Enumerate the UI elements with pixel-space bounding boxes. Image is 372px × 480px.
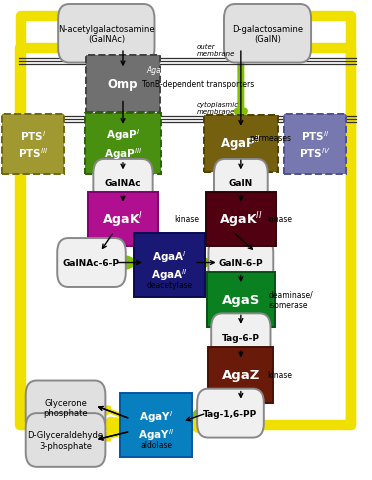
Text: D-galactosamine
(GalN): D-galactosamine (GalN): [232, 24, 303, 44]
FancyBboxPatch shape: [211, 314, 270, 362]
FancyBboxPatch shape: [86, 56, 160, 113]
Text: cytoplasmic
membrane: cytoplasmic membrane: [197, 102, 239, 115]
Text: PTS$^I$
PTS$^{III}$: PTS$^I$ PTS$^{III}$: [18, 129, 49, 159]
FancyBboxPatch shape: [197, 389, 264, 438]
Text: AgaY$^I$
AgaY$^{II}$: AgaY$^I$ AgaY$^{II}$: [138, 408, 174, 442]
FancyBboxPatch shape: [208, 347, 273, 403]
FancyBboxPatch shape: [88, 192, 158, 247]
Text: Omp: Omp: [108, 78, 138, 91]
FancyBboxPatch shape: [206, 192, 276, 247]
FancyBboxPatch shape: [214, 159, 268, 207]
Text: AgaA$^I$
AgaA$^{II}$: AgaA$^I$ AgaA$^{II}$: [151, 249, 187, 282]
Text: AgaS: AgaS: [222, 293, 260, 306]
Text: deaminase/
isomerase: deaminase/ isomerase: [268, 290, 313, 310]
Text: aldolase: aldolase: [140, 440, 172, 449]
FancyBboxPatch shape: [26, 381, 105, 434]
Text: Tag-6-P: Tag-6-P: [222, 334, 260, 343]
Text: Glycerone
phosphate: Glycerone phosphate: [43, 398, 88, 417]
Text: GalN: GalN: [229, 179, 253, 188]
Text: kinase: kinase: [174, 215, 199, 224]
Text: PTS$^{II}$
PTS$^{IV}$: PTS$^{II}$ PTS$^{IV}$: [299, 129, 331, 159]
Text: GalNAc: GalNAc: [105, 179, 141, 188]
Text: AgaZ: AgaZ: [222, 369, 260, 382]
Text: GalN-6-P: GalN-6-P: [218, 259, 263, 267]
Text: permeases: permeases: [249, 134, 291, 143]
Text: deacetylase: deacetylase: [146, 280, 192, 289]
FancyBboxPatch shape: [26, 413, 105, 467]
Text: outer
membrane: outer membrane: [197, 44, 235, 57]
Text: N-acetylgalactosamine
(GalNAc): N-acetylgalactosamine (GalNAc): [58, 24, 155, 44]
FancyBboxPatch shape: [224, 5, 311, 63]
Text: AgaP$^{II}$: AgaP$^{II}$: [221, 134, 261, 154]
Text: AgaP$^I$
AgaP$^{III}$: AgaP$^I$ AgaP$^{III}$: [104, 127, 142, 161]
Text: kinase: kinase: [267, 371, 292, 380]
Text: kinase: kinase: [267, 215, 292, 224]
FancyBboxPatch shape: [134, 233, 205, 298]
Text: Tag-1,6-PP: Tag-1,6-PP: [203, 409, 257, 418]
Text: AgaK$^I$: AgaK$^I$: [102, 210, 144, 229]
FancyBboxPatch shape: [93, 159, 153, 207]
FancyBboxPatch shape: [57, 239, 126, 288]
Text: GalNAc-6-P: GalNAc-6-P: [63, 259, 120, 267]
FancyBboxPatch shape: [206, 272, 275, 327]
FancyBboxPatch shape: [284, 114, 346, 174]
FancyBboxPatch shape: [208, 239, 273, 288]
Text: TonB-dependent transporters: TonB-dependent transporters: [141, 80, 254, 89]
FancyBboxPatch shape: [2, 114, 64, 174]
Text: Aga: Aga: [146, 66, 161, 75]
FancyBboxPatch shape: [85, 114, 161, 175]
FancyBboxPatch shape: [120, 393, 192, 457]
FancyBboxPatch shape: [58, 5, 154, 63]
FancyBboxPatch shape: [204, 116, 278, 172]
Text: AgaK$^{II}$: AgaK$^{II}$: [219, 210, 263, 229]
Text: D-Glyceraldehyde
3-phosphate: D-Glyceraldehyde 3-phosphate: [28, 431, 104, 450]
